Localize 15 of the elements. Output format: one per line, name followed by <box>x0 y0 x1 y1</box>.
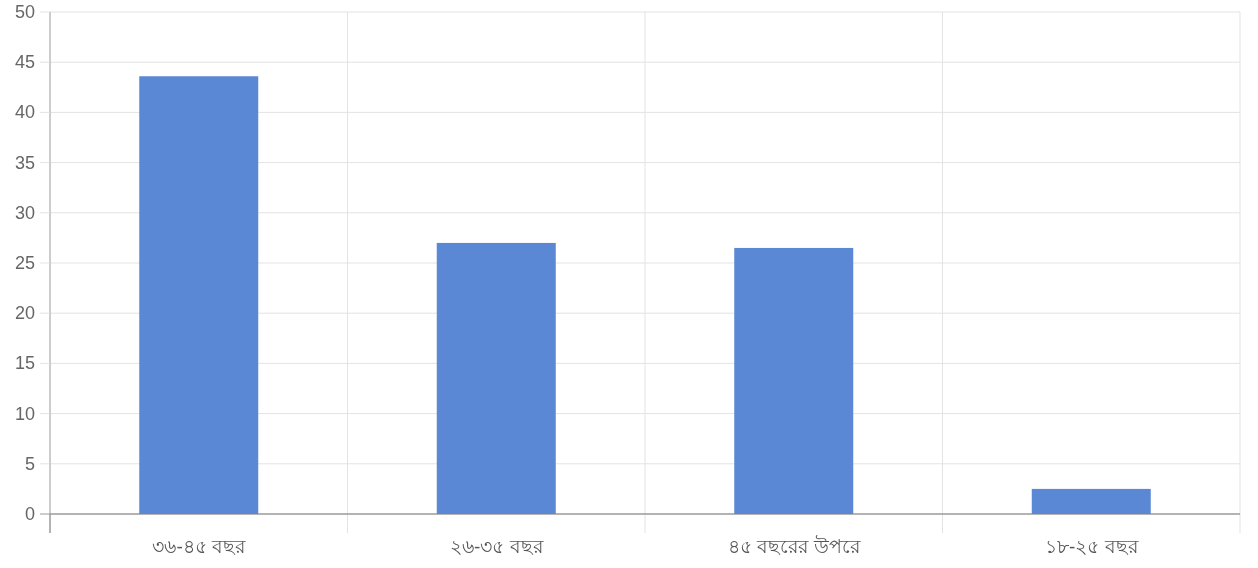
y-tick-label: 10 <box>14 403 35 424</box>
y-tick-label: 45 <box>14 52 35 73</box>
y-tick-label: 5 <box>24 453 35 474</box>
y-tick-label: 40 <box>14 102 35 123</box>
y-tick-label: 50 <box>14 2 35 22</box>
y-tick-label: 20 <box>14 303 35 324</box>
y-tick-label: 15 <box>14 353 35 374</box>
y-tick-label: 30 <box>14 202 35 223</box>
y-tick-label: 25 <box>14 253 35 273</box>
x-tick-label: ৩৬-৪৫ বছর <box>152 535 247 557</box>
y-tick-label: 0 <box>24 504 35 524</box>
y-tick-label: 35 <box>14 152 35 173</box>
x-tick-label: ১৮-২৫ বছর <box>1044 535 1139 557</box>
x-tick-label: ২৬-৩৫ বছর <box>449 535 544 557</box>
x-tick-label: ৪৫ বছরের উপরে <box>727 534 861 557</box>
